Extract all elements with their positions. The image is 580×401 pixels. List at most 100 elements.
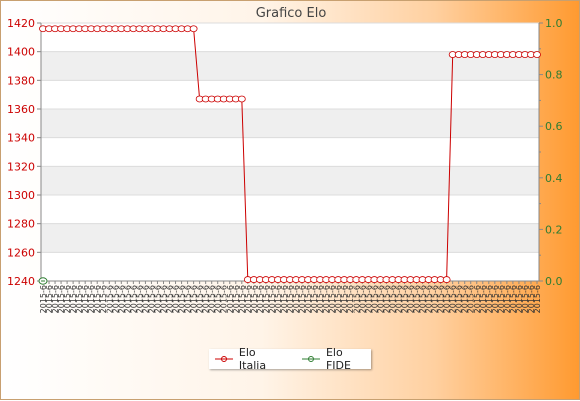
x-tick-label: 2015-6: [388, 285, 397, 313]
grid-band: [41, 195, 539, 224]
y-right-tick-label: 1.0: [545, 17, 563, 30]
x-tick-label: 2015-6: [449, 285, 458, 313]
x-tick-label: 2015-6: [244, 285, 253, 313]
x-tick-label: 2015-6: [467, 285, 476, 313]
x-tick-label: 2015-6: [196, 285, 205, 313]
legend-item-elo-italia: Elo Italia: [215, 346, 286, 372]
x-tick-label: 2015-6: [382, 285, 391, 313]
grid-band: [41, 109, 539, 138]
x-tick-label: 2015-6: [238, 285, 247, 313]
x-tick-label: 2015-6: [69, 285, 78, 313]
x-tick-label: 2015-6: [376, 285, 385, 313]
x-tick-label: 2015-6: [394, 285, 403, 313]
x-tick-label: 2015-6: [268, 285, 277, 313]
x-tick-label: 2015-6: [328, 285, 337, 313]
x-tick-label: 2015-6: [413, 285, 422, 313]
x-tick-label: 2015-6: [135, 285, 144, 313]
legend-marker-italia: [215, 356, 233, 362]
x-tick-label: 2015-6: [310, 285, 319, 313]
x-tick-label: 2015-6: [334, 285, 343, 313]
x-tick-label: 2015-6: [497, 285, 506, 313]
x-tick-label: 2015-6: [358, 285, 367, 313]
x-tick-label: 2015-6: [250, 285, 259, 313]
x-tick-label: 2015-6: [400, 285, 409, 313]
x-tick-label: 2015-6: [172, 285, 181, 313]
x-tick-label: 2015-6: [274, 285, 283, 313]
x-tick-label: 2015-6: [75, 285, 84, 313]
x-tick-label: 2015-6: [461, 285, 470, 313]
x-tick-label: 2015-6: [292, 285, 301, 313]
x-tick-label: 2015-6: [473, 285, 482, 313]
x-tick-label: 2015-6: [443, 285, 452, 313]
x-tick-label: 2015-6: [111, 285, 120, 313]
x-tick-label: 2015-6: [509, 285, 518, 313]
x-tick-label: 2015-6: [256, 285, 265, 313]
y-left-tick-label: 1320: [7, 160, 35, 173]
y-left-tick-label: 1300: [7, 189, 35, 202]
x-tick-label: 2015-6: [503, 285, 512, 313]
x-tick-label: 2015-6: [153, 285, 162, 313]
x-tick-label: 2015-6: [455, 285, 464, 313]
x-tick-label: 2015-6: [479, 285, 488, 313]
x-tick-label: 2015-6: [81, 285, 90, 313]
legend-marker-fide: [302, 356, 320, 362]
x-tick-label: 2015-6: [286, 285, 295, 313]
x-tick-label: 2015-6: [57, 285, 66, 313]
x-tick-label: 2015-6: [166, 285, 175, 313]
x-tick-label: 2015-6: [63, 285, 72, 313]
y-right-tick-label: 0.8: [545, 69, 563, 82]
y-left-tick-label: 1240: [7, 275, 35, 288]
x-tick-label: 2015-6: [105, 285, 114, 313]
legend: Elo Italia Elo FIDE: [209, 346, 371, 372]
grid-band: [41, 166, 539, 195]
y-left-tick-label: 1420: [7, 17, 35, 30]
x-tick-label: 2015-6: [527, 285, 536, 313]
y-left-tick-label: 1380: [7, 74, 35, 87]
x-tick-label: 2015-6: [316, 285, 325, 313]
x-tick-label: 2015-6: [419, 285, 428, 313]
grid-band: [41, 223, 539, 253]
x-tick-label: 2015-6: [280, 285, 289, 313]
data-point-elo-italia: [442, 276, 451, 283]
x-tick-label: 2015-6: [117, 285, 126, 313]
x-tick-label: 2015-6: [425, 285, 434, 313]
legend-item-elo-fide: Elo FIDE: [302, 346, 371, 372]
x-tick-label: 2015-6: [220, 285, 229, 313]
x-tick-label: 2015-6: [370, 285, 379, 313]
x-tick-label: 2015-6: [147, 285, 156, 313]
y-right-tick-label: 0.2: [545, 223, 563, 236]
x-tick-label: 2015-6: [87, 285, 96, 313]
y-left-tick-label: 1260: [7, 246, 35, 259]
x-tick-label: 2015-6: [178, 285, 187, 313]
x-tick-label: 2015-6: [298, 285, 307, 313]
x-tick-label: 2015-6: [521, 285, 530, 313]
x-tick-label: 2015-6: [93, 285, 102, 313]
x-tick-label: 2015-6: [322, 285, 331, 313]
data-point-elo-italia: [533, 51, 541, 58]
x-tick-label: 2015-6: [202, 285, 211, 313]
x-tick-label: 2015-6: [364, 285, 373, 313]
x-tick-label: 2015-6: [346, 285, 355, 313]
x-tick-label: 2015-6: [159, 285, 168, 313]
y-left-tick-label: 1280: [7, 218, 35, 231]
data-point-elo-italia: [237, 95, 246, 103]
data-point-elo-italia: [189, 25, 198, 33]
x-tick-label: 2015-6: [51, 285, 60, 313]
x-tick-label: 2015-6: [533, 285, 542, 313]
x-tick-label: 2015-6: [515, 285, 524, 313]
y-left-tick-label: 1400: [7, 46, 35, 59]
x-tick-label: 2015-6: [491, 285, 500, 313]
x-tick-label: 2015-6: [262, 285, 271, 313]
x-tick-label: 2015-6: [141, 285, 150, 313]
x-tick-label: 2015-6: [45, 285, 54, 313]
x-tick-label: 2015-6: [208, 285, 217, 313]
x-tick-label: 2015-6: [226, 285, 235, 313]
legend-label-fide: Elo FIDE: [325, 346, 351, 372]
x-tick-label: 2015-6: [214, 285, 223, 313]
grid-band: [41, 80, 539, 109]
x-tick-label: 2015-6: [123, 285, 132, 313]
x-tick-label: 2015-6: [184, 285, 193, 313]
legend-label-italia: Elo Italia: [238, 346, 267, 372]
x-tick-label: 2015-6: [232, 285, 241, 313]
